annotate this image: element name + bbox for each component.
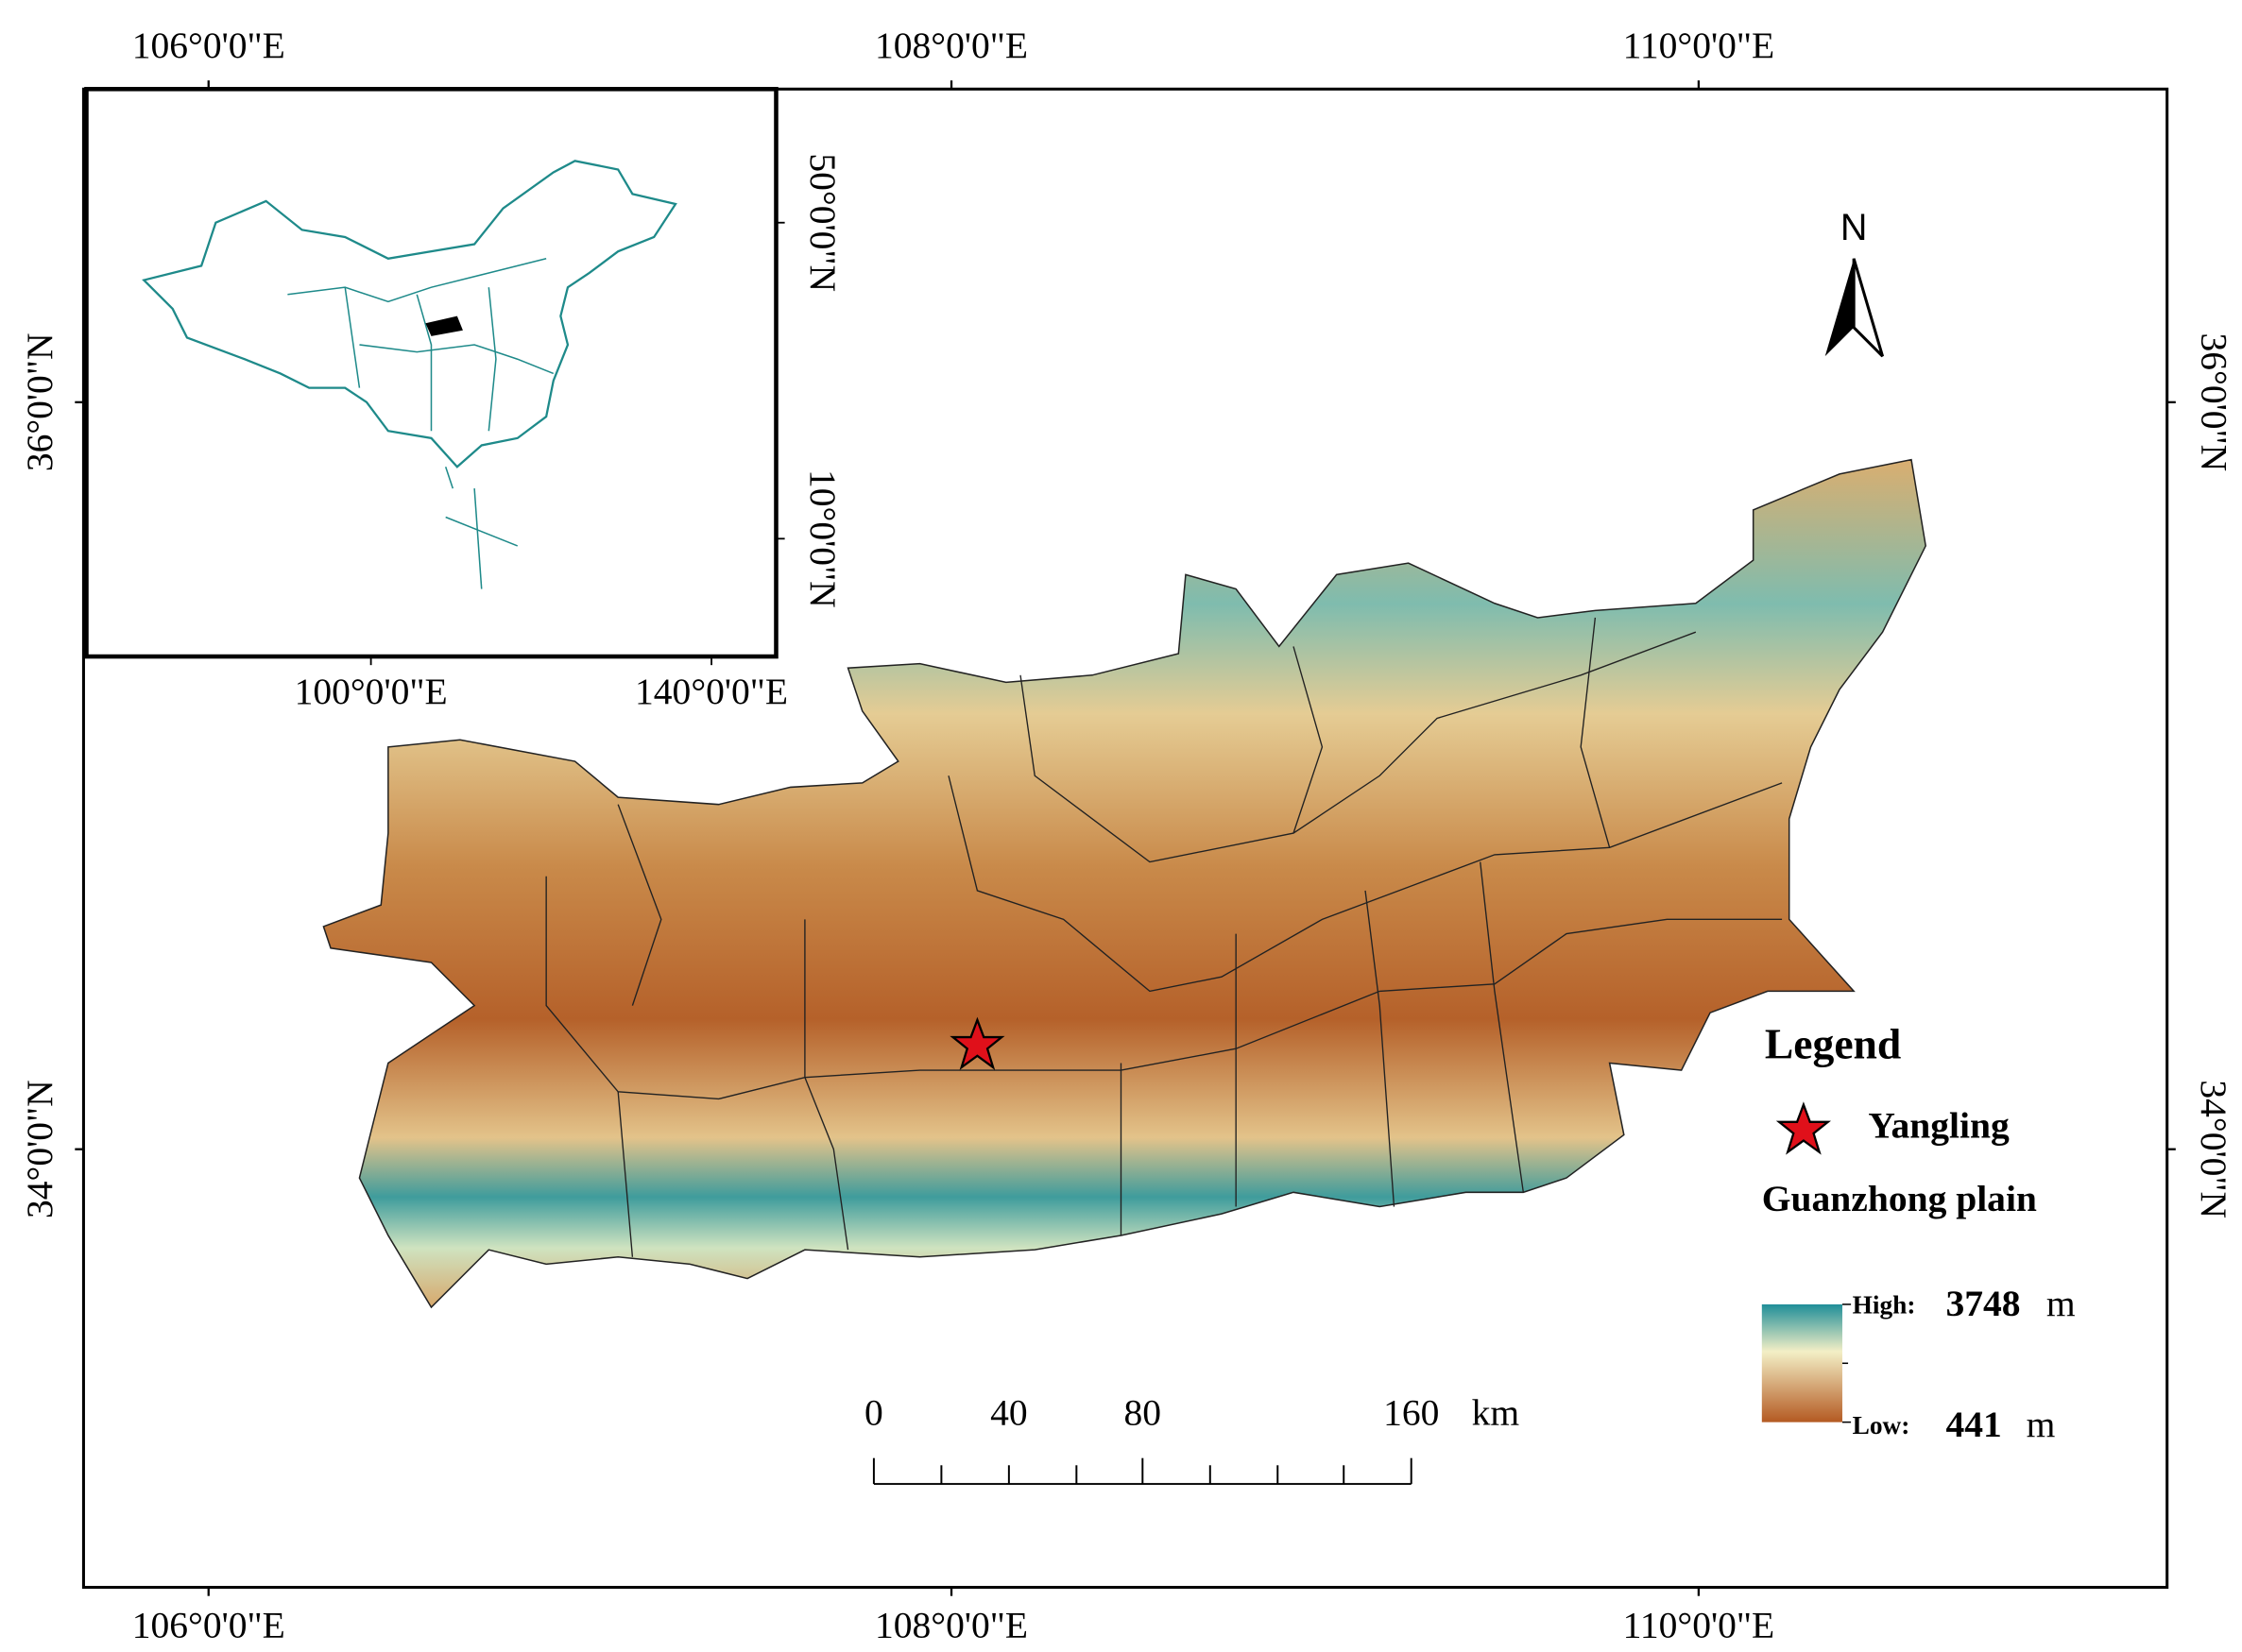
legend-area-label: Guanzhong plain bbox=[1762, 1178, 2037, 1219]
right-coord-label: 34°0'0"N bbox=[2193, 1080, 2234, 1218]
yangling-star bbox=[950, 1016, 1005, 1070]
top-coord-label: 106°0'0"E bbox=[132, 25, 285, 66]
scale-label: 160 bbox=[1383, 1392, 1439, 1434]
china-outline bbox=[142, 160, 677, 468]
bottom-coord-label: 110°0'0"E bbox=[1623, 1605, 1775, 1646]
left-coord-label: 34°0'0"N bbox=[19, 1080, 60, 1218]
ramp-ticks bbox=[1841, 1303, 1852, 1423]
scale-label: 0 bbox=[864, 1392, 883, 1434]
inset-y-label: 50°0'0"N bbox=[802, 153, 844, 292]
map-frame bbox=[81, 87, 2169, 1590]
legend-low-label: Low: bbox=[1853, 1411, 1910, 1439]
scale-bar bbox=[872, 1457, 1412, 1486]
study-area-inset bbox=[425, 315, 463, 336]
legend-high-value: 3748 bbox=[1945, 1283, 2020, 1324]
inset-x-label: 140°0'0"E bbox=[635, 671, 788, 712]
north-arrow bbox=[1824, 258, 1885, 358]
inset-x-label: 100°0'0"E bbox=[295, 671, 448, 712]
top-coord-label: 110°0'0"E bbox=[1623, 25, 1775, 66]
bottom-coord-label: 108°0'0"E bbox=[875, 1605, 1028, 1646]
north-label: N bbox=[1840, 207, 1868, 248]
bottom-coord-label: 106°0'0"E bbox=[132, 1605, 285, 1646]
legend-title: Legend bbox=[1765, 1020, 1901, 1068]
china-internal-borders bbox=[287, 258, 555, 589]
legend-unit: m bbox=[2046, 1283, 2076, 1324]
right-coord-label: 36°0'0"N bbox=[2193, 332, 2234, 471]
dem-region bbox=[322, 458, 1926, 1309]
legend-high-label: High: bbox=[1853, 1290, 1916, 1319]
legend-point-label: Yangling bbox=[1868, 1104, 2010, 1146]
elevation-ramp bbox=[1761, 1303, 1842, 1422]
legend-unit: m bbox=[2027, 1404, 2056, 1445]
left-coord-label: 36°0'0"N bbox=[19, 332, 60, 471]
scale-label: 40 bbox=[990, 1392, 1028, 1434]
scale-unit: km bbox=[1472, 1392, 1520, 1434]
inset-y-label: 10°0'0"N bbox=[802, 469, 844, 608]
top-coord-label: 108°0'0"E bbox=[875, 25, 1028, 66]
district-borders bbox=[545, 617, 1783, 1257]
inset-ticks bbox=[369, 221, 785, 666]
legend-star bbox=[1775, 1101, 1832, 1155]
scale-label: 80 bbox=[1124, 1392, 1162, 1434]
legend-low-value: 441 bbox=[1945, 1404, 2001, 1445]
